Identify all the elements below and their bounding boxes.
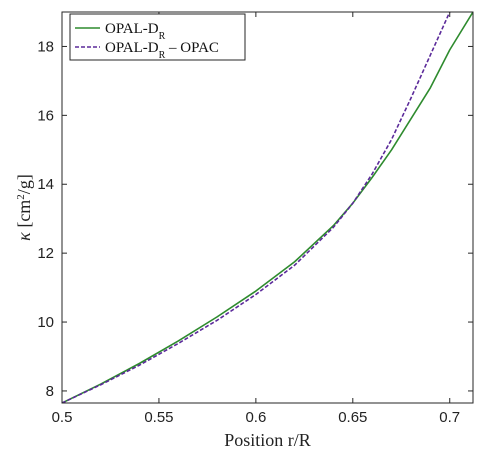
y-tick-label: 10 bbox=[37, 314, 54, 331]
x-tick-label: 0.65 bbox=[338, 409, 367, 426]
legend-label-sub: R bbox=[159, 31, 166, 42]
x-tick-label: 0.55 bbox=[144, 409, 173, 426]
y-axis-title: κ [cm2/g] bbox=[14, 174, 34, 241]
y-tick-label: 18 bbox=[37, 38, 54, 55]
x-tick-label: 0.7 bbox=[439, 409, 460, 426]
y-tick-label: 16 bbox=[37, 107, 54, 124]
legend-label-base: OPAL-D bbox=[105, 40, 159, 56]
legend-label-base: OPAL-D bbox=[105, 21, 159, 37]
y-axis-title-unit-end: /g] bbox=[14, 174, 34, 194]
x-tick-label: 0.6 bbox=[245, 409, 266, 426]
y-tick-label: 14 bbox=[37, 176, 54, 193]
legend-label-1: OPAL-DR bbox=[105, 21, 166, 42]
legend-label-suffix: – OPAC bbox=[165, 40, 219, 56]
y-tick-label: 12 bbox=[37, 245, 54, 262]
axes-frame bbox=[61, 11, 474, 404]
y-axis-title-exponent: 2 bbox=[15, 194, 27, 200]
legend-box bbox=[69, 13, 246, 61]
legend-label-2: OPAL-DR – OPAC bbox=[105, 40, 219, 61]
series-line-1 bbox=[62, 12, 473, 403]
x-tick-label: 0.5 bbox=[52, 409, 73, 426]
y-axis-title-symbol: κ bbox=[14, 228, 34, 241]
plot-area: 0.5 0.55 0.6 0.65 0.7 8 10 12 14 16 18 Position r/R… bbox=[14, 11, 474, 450]
legend-label-sub: R bbox=[159, 50, 166, 61]
y-axis-title-unit: [cm bbox=[14, 200, 34, 228]
x-axis-title: Position r/R bbox=[224, 430, 311, 450]
series-line-2 bbox=[62, 12, 451, 403]
y-tick-label: 8 bbox=[46, 383, 54, 400]
